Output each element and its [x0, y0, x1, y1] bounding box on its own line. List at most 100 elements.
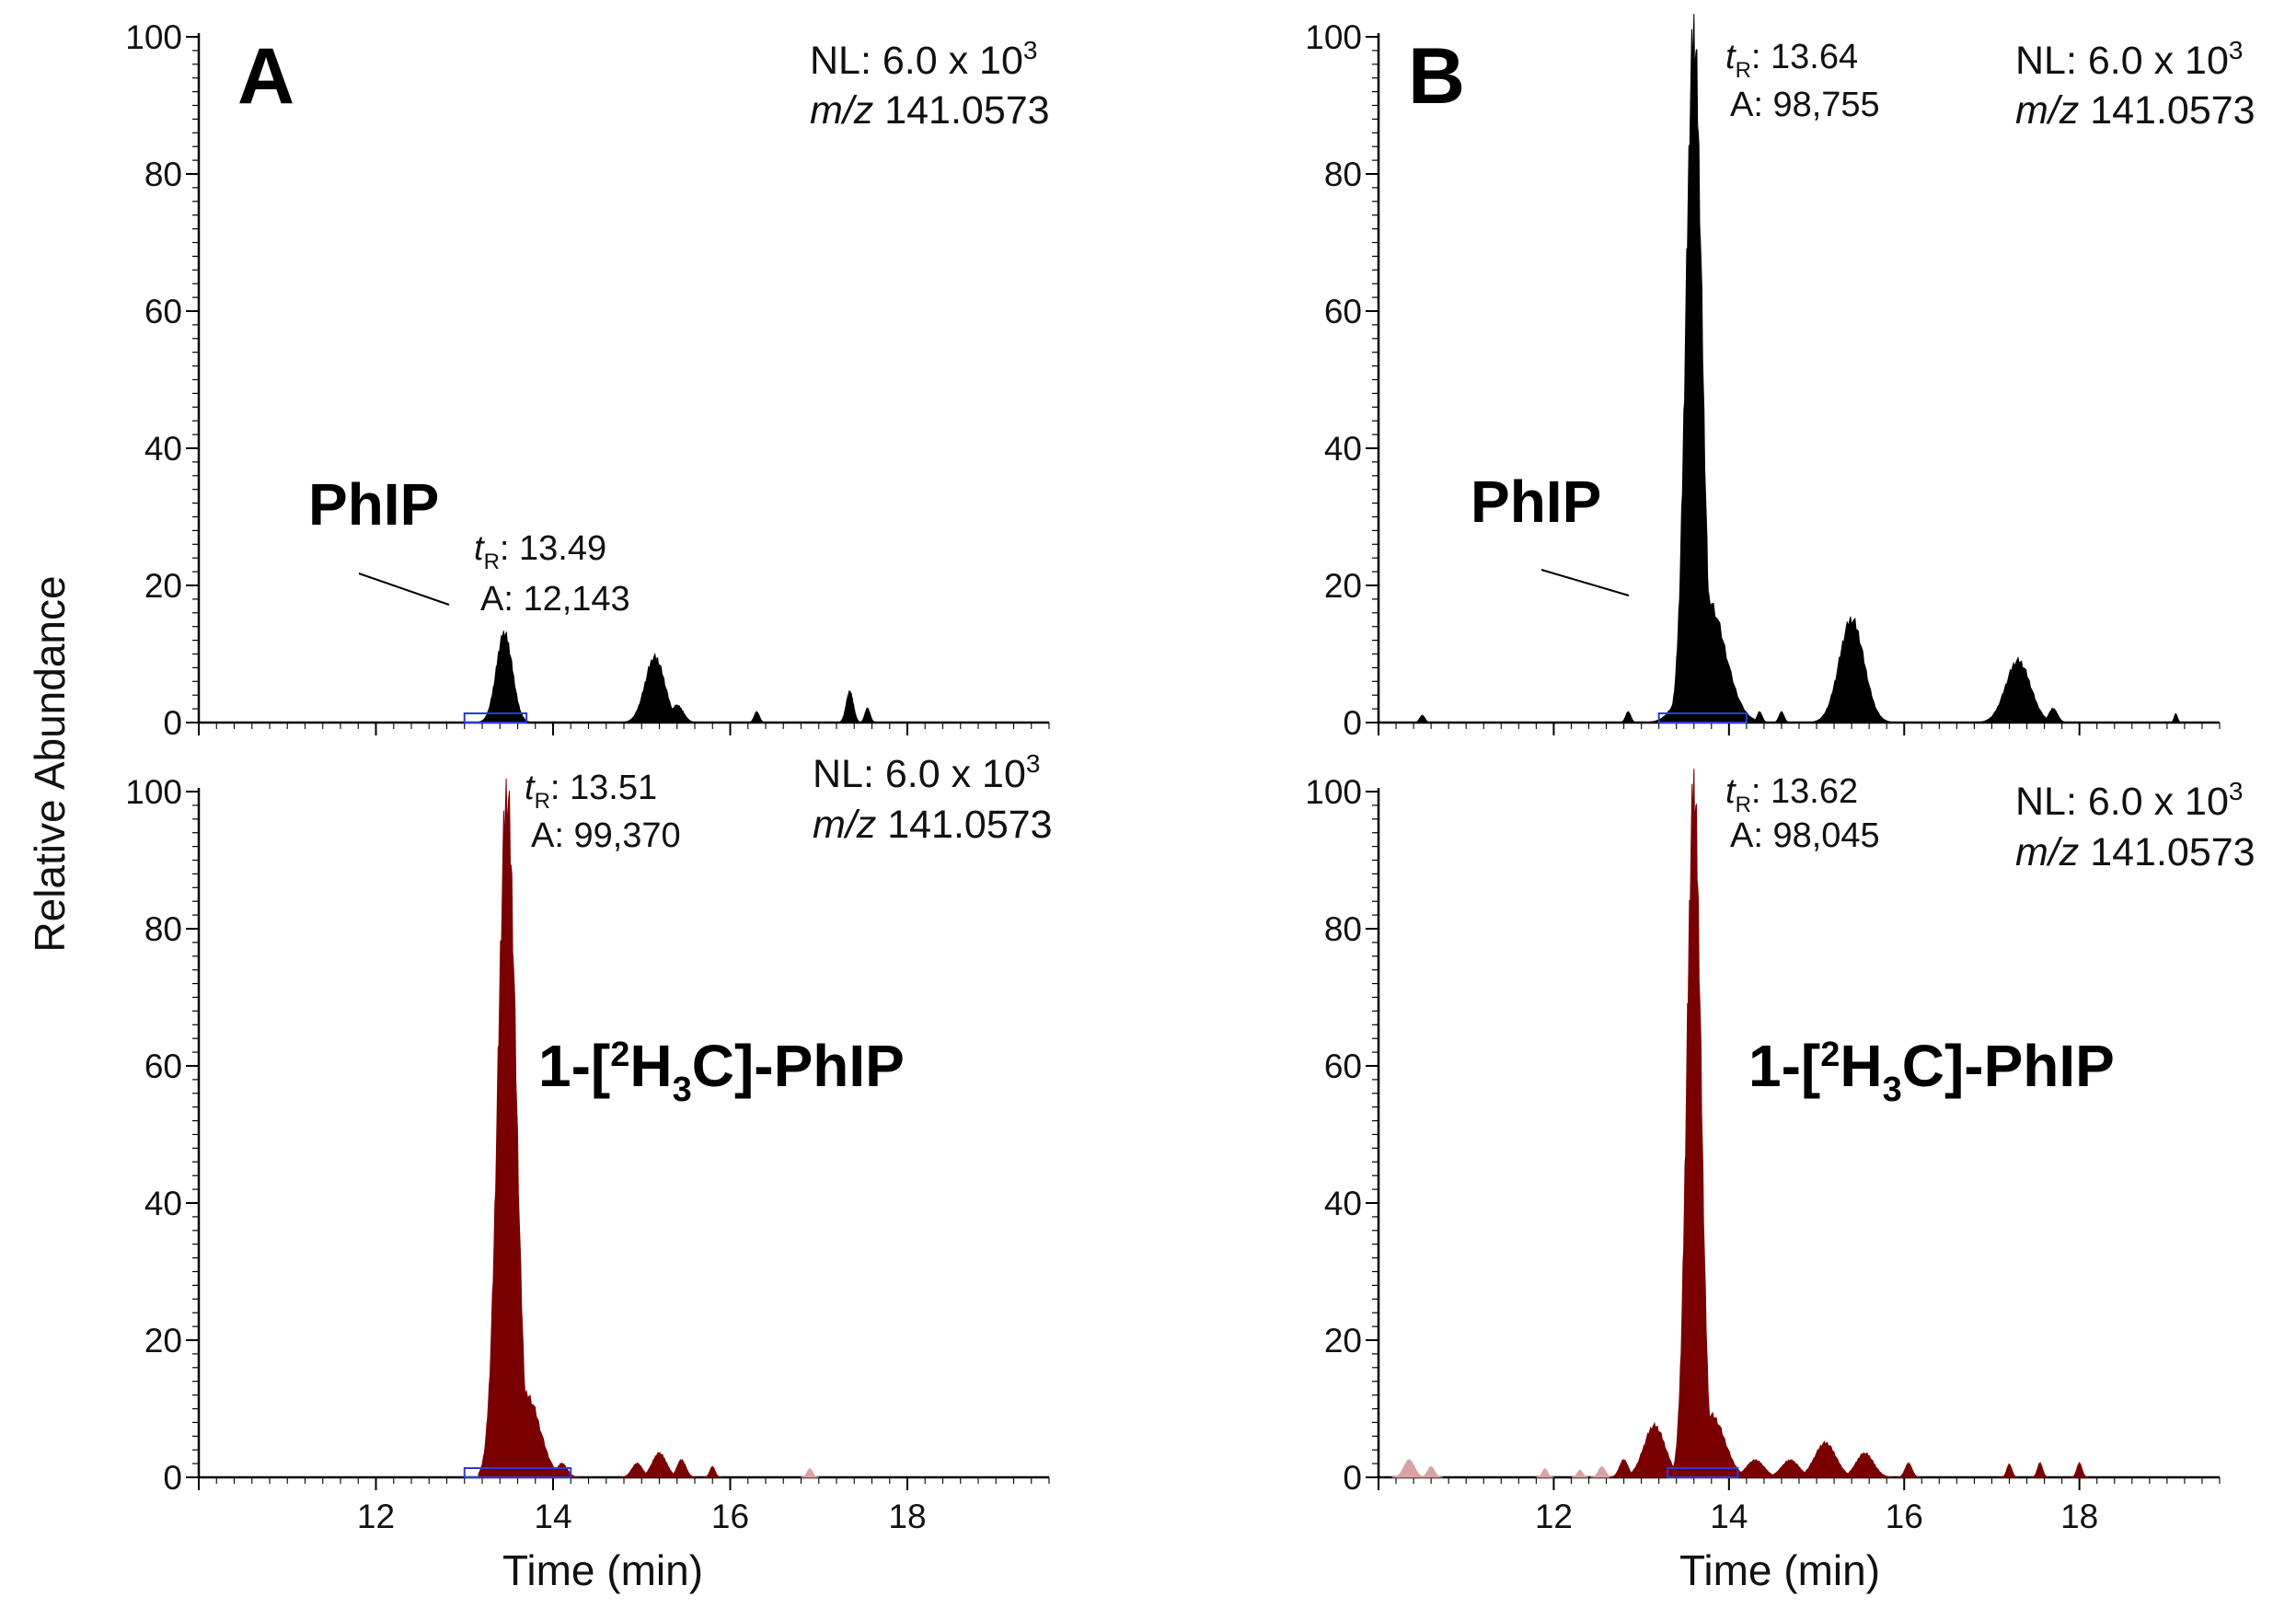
tr-subscript: R: [535, 789, 550, 814]
tr-subscript: R: [1736, 58, 1751, 83]
y-tick-label: 60: [144, 293, 182, 330]
peak-8: [1978, 656, 2059, 723]
chromatogram-A-top: 0 20 40 60 80 100 A NL: 6.0 x 103 m/z 141.0573 tR…: [125, 18, 1049, 742]
peak-6: [1772, 711, 1791, 723]
mz-italic: m/z: [2015, 88, 2079, 133]
tr-symbol: t: [525, 769, 536, 807]
nl-exponent: 3: [1026, 749, 1041, 778]
compound-prefix: 1-[: [1748, 1033, 1820, 1099]
compound-h: H: [629, 1033, 672, 1099]
compound-h: H: [1840, 1033, 1882, 1099]
peak-0: [478, 631, 531, 723]
peak-3: [747, 711, 767, 723]
normalization-level: NL: 6.0 x 103: [2015, 777, 2243, 824]
y-tick-label: 0: [163, 704, 182, 742]
y-tick-label: 0: [1343, 704, 1362, 742]
compound-prefix: 1-[: [538, 1033, 610, 1099]
peak-area: A: 12,143: [480, 580, 630, 619]
y-tick-label: 80: [1324, 910, 1362, 948]
mz-label: m/z 141.0573: [2015, 88, 2256, 133]
mz-value: 141.0573: [873, 88, 1049, 133]
x-tick-label: 14: [1710, 1498, 1748, 1535]
tr-symbol: t: [1725, 772, 1736, 811]
peak-1: [1619, 710, 1637, 723]
panel-letter: B: [1408, 32, 1465, 121]
peak-10: [2169, 712, 2182, 723]
chromatogram-B-top: 0 20 40 60 80 100 B NL: 6.0 x 103 m/z 141.0573 tR…: [1305, 14, 2256, 742]
faint-peak-1: [1419, 1465, 1443, 1478]
y-tick-label: 40: [144, 1185, 182, 1222]
x-tick-label: 14: [534, 1498, 571, 1535]
y-tick-label: 20: [144, 1322, 182, 1360]
tr-value: : 13.49: [500, 529, 606, 568]
peak-0: [1413, 714, 1431, 723]
y-tick-label: 40: [1324, 430, 1362, 468]
y-tick-label: 60: [144, 1047, 182, 1085]
peak-2: [1670, 769, 1717, 1478]
compound-suffix: C]-PhIP: [692, 1033, 905, 1099]
x-axis-label-a: Time (min): [502, 1546, 703, 1594]
retention-time: tR: 13.49: [474, 529, 606, 574]
tr-subscript: R: [1736, 793, 1751, 817]
tr-symbol: t: [1725, 38, 1736, 76]
retention-time: tR: 13.51: [525, 769, 657, 814]
faint-peak-3: [1571, 1469, 1589, 1478]
mz-italic: m/z: [2015, 830, 2079, 874]
retention-time: tR: 13.64: [1725, 38, 1858, 83]
peak-9: [2000, 1463, 2019, 1478]
y-tick-label: 100: [125, 773, 182, 811]
peak-3: [1650, 592, 1764, 723]
mz-italic: m/z: [810, 88, 873, 133]
integration-baseline: [1667, 1467, 1739, 1478]
y-tick-label: 100: [125, 18, 182, 56]
peak-5: [858, 707, 877, 723]
normalization-level: NL: 6.0 x 103: [2015, 36, 2243, 83]
tr-value: : 13.64: [1751, 38, 1858, 76]
integration-baseline: [463, 1467, 572, 1478]
y-axis-label: Relative Abundance: [26, 575, 74, 952]
compound-leader-line: [1540, 569, 1630, 596]
peak-area: A: 98,045: [1730, 816, 1880, 855]
y-tick-label: 100: [1305, 773, 1362, 811]
x-axis-label-b: Time (min): [1679, 1546, 1880, 1594]
mz-value: 141.0573: [2079, 88, 2255, 133]
compound-leader-line: [358, 573, 450, 606]
mz-label: m/z 141.0573: [810, 88, 1050, 133]
compound-suffix: C]-PhIP: [1902, 1033, 2115, 1099]
compound-label: 1-[2H3C]-PhIP: [1748, 1033, 2115, 1109]
y-tick-label: 0: [163, 1459, 182, 1497]
tr-value: : 13.51: [550, 769, 657, 807]
compound-superscript: 2: [1820, 1036, 1840, 1074]
y-tick-label: 20: [144, 567, 182, 605]
peak-5: [666, 1458, 697, 1478]
nl-exponent: 3: [2229, 777, 2244, 805]
peak-2: [656, 703, 698, 723]
compound-label: 1-[2H3C]-PhIP: [538, 1033, 905, 1109]
peak-7: [1812, 616, 1892, 723]
compound-label: PhIP: [1471, 469, 1601, 535]
nl-exponent: 3: [2229, 36, 2244, 64]
compound-subscript: 3: [673, 1070, 692, 1109]
retention-time: tR: 13.62: [1725, 772, 1858, 817]
nl-base: NL: 6.0 x 10: [2015, 39, 2229, 83]
mz-italic: m/z: [813, 803, 876, 847]
tr-value: : 13.62: [1751, 772, 1858, 811]
y-tick-label: 0: [1343, 1459, 1362, 1497]
mz-value: 141.0573: [2079, 830, 2255, 874]
nl-base: NL: 6.0 x 10: [2015, 780, 2229, 824]
faint-peak-2: [1536, 1467, 1554, 1478]
x-tick-label: 16: [711, 1498, 749, 1535]
y-tick-label: 40: [144, 430, 182, 468]
x-tick-label: 16: [1886, 1498, 1923, 1535]
peak-7: [1836, 1452, 1894, 1478]
mz-label: m/z 141.0573: [813, 803, 1053, 847]
nl-base: NL: 6.0 x 10: [813, 752, 1026, 796]
y-tick-label: 80: [1324, 156, 1362, 193]
peak-area: A: 99,370: [531, 816, 681, 855]
mz-label: m/z 141.0573: [2015, 830, 2256, 874]
normalization-level: NL: 6.0 x 103: [813, 749, 1040, 796]
peak-9: [2038, 707, 2068, 723]
peak-0: [478, 778, 537, 1478]
